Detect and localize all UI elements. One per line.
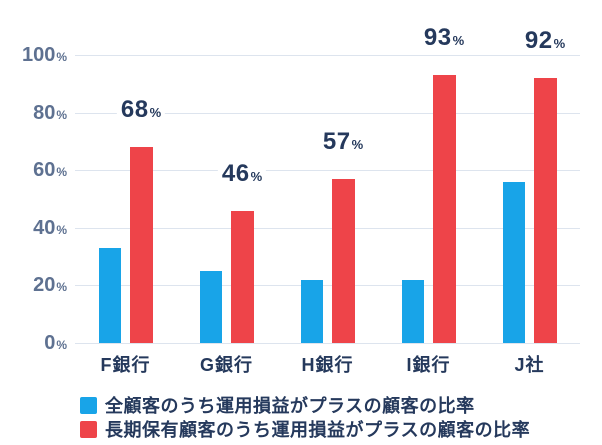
legend-label: 全顧客のうち運用損益がプラスの顧客の比率 xyxy=(105,396,475,416)
y-tick-value: 20 xyxy=(33,274,56,297)
value-label-suffix: % xyxy=(351,136,364,152)
value-label-number: 93 xyxy=(423,24,452,52)
value-label-suffix: % xyxy=(553,36,566,52)
bar-long-term-customers xyxy=(129,147,153,343)
value-label-number: 92 xyxy=(524,27,553,55)
y-tick-suffix: % xyxy=(56,50,67,64)
y-tick-suffix: % xyxy=(56,222,67,237)
value-label: 92% xyxy=(520,27,570,55)
legend-swatch-all-customers xyxy=(80,396,97,414)
value-label: 68% xyxy=(116,96,166,124)
value-label: 57% xyxy=(318,127,368,155)
bar-all-customers xyxy=(98,247,121,343)
y-tick-value: 0 xyxy=(44,332,56,354)
value-label: 93% xyxy=(419,24,469,52)
bar-long-term-customers xyxy=(331,178,355,343)
y-axis-tick-label: 60% xyxy=(0,157,67,183)
y-tick-value: 80 xyxy=(33,101,56,124)
value-label-suffix: % xyxy=(250,168,263,184)
value-label: 46% xyxy=(217,159,267,187)
x-axis-category-label: H銀行 xyxy=(301,355,354,375)
y-axis-tick-label: 80% xyxy=(0,100,67,126)
bar-all-customers xyxy=(401,279,424,343)
legend: 全顧客のうち運用損益がプラスの顧客の比率長期保有顧客のうち運用損益がプラスの顧客… xyxy=(80,394,530,442)
y-tick-suffix: % xyxy=(56,107,67,122)
legend-label: 長期保有顧客のうち運用損益がプラスの顧客の比率 xyxy=(105,420,531,440)
value-label-suffix: % xyxy=(452,33,465,49)
gridline xyxy=(75,170,580,172)
y-tick-suffix: % xyxy=(56,338,67,352)
x-axis-category-label: I銀行 xyxy=(406,355,451,375)
y-tick-value: 60 xyxy=(33,159,56,182)
gridline xyxy=(75,285,580,287)
legend-swatch-long-term-customers xyxy=(80,420,97,438)
y-tick-value: 40 xyxy=(33,216,56,239)
value-label-number: 46 xyxy=(221,159,250,187)
y-tick-suffix: % xyxy=(56,280,67,295)
bar-all-customers xyxy=(502,181,525,343)
gridline xyxy=(75,343,580,344)
bar-long-term-customers xyxy=(533,78,557,343)
x-axis-category-label: F銀行 xyxy=(100,355,151,375)
gridline xyxy=(75,55,580,56)
plot-area: 68% 46% 57% 93% 92% xyxy=(75,25,580,344)
gridline xyxy=(75,227,580,229)
value-label-number: 57 xyxy=(322,127,351,155)
bar-long-term-customers xyxy=(432,75,456,343)
legend-item-long-term-customers: 長期保有顧客のうち運用損益がプラスの顧客の比率 xyxy=(80,418,530,440)
gridline xyxy=(75,112,580,114)
y-axis-tick-label: 0% xyxy=(0,330,67,356)
y-tick-value: 100 xyxy=(21,44,56,66)
bar-all-customers xyxy=(300,279,323,343)
y-axis-tick-label: 20% xyxy=(0,272,67,298)
value-label-number: 68 xyxy=(120,96,149,124)
y-tick-suffix: % xyxy=(56,165,67,180)
legend-item-all-customers: 全顧客のうち運用損益がプラスの顧客の比率 xyxy=(80,394,530,416)
x-axis-category-label: J社 xyxy=(514,355,545,375)
bar-all-customers xyxy=(199,271,222,343)
x-axis-category-label: G銀行 xyxy=(199,355,253,375)
value-label-suffix: % xyxy=(149,105,162,121)
bar-long-term-customers xyxy=(230,210,254,343)
y-axis-tick-label: 100% xyxy=(0,42,67,68)
y-axis-tick-label: 40% xyxy=(0,215,67,241)
